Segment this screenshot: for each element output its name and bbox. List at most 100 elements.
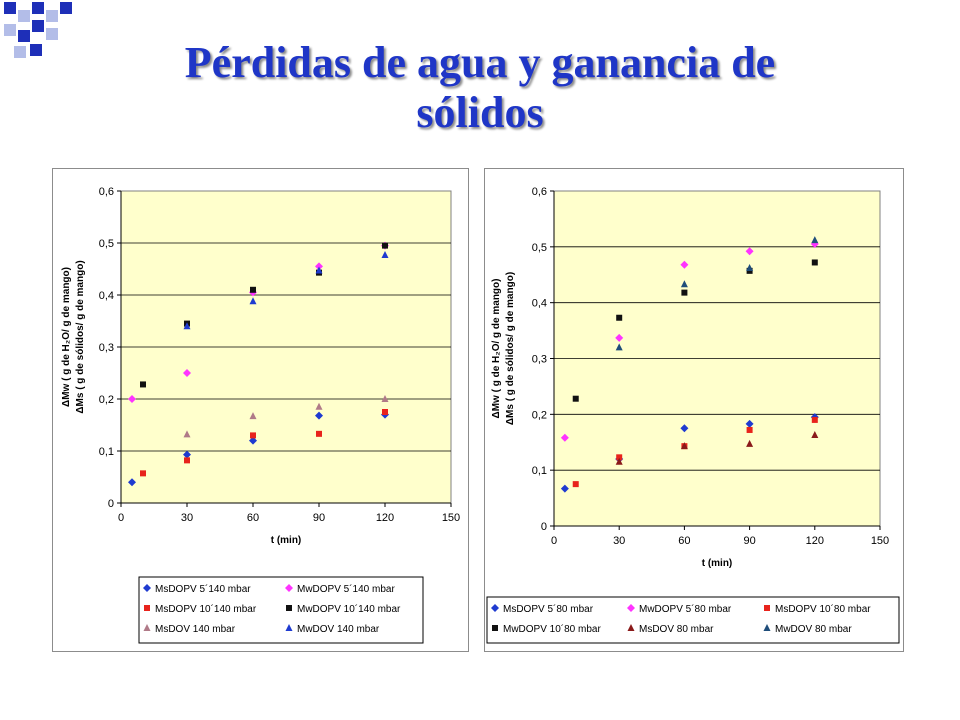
- data-point: [680, 280, 688, 288]
- y-tick-label: 0: [541, 521, 547, 533]
- chart-svg: 0 0,1 0,2 0,3 0,4 0,5 0,6 0 30 60 90 120 150 t (min) Δ…: [61, 186, 460, 644]
- data-point: [746, 264, 754, 272]
- data-point: [250, 286, 256, 293]
- legend-marker: [143, 584, 151, 592]
- legend-marker: [763, 624, 771, 631]
- legend-label: MwDOV 80 mbar: [775, 624, 852, 635]
- series-2: [560, 240, 819, 442]
- legend-entry: MsDOPV 10´140 mbar: [144, 603, 257, 615]
- series-5: [183, 395, 389, 438]
- data-point: [140, 381, 146, 388]
- legend-label: MsDOPV 10´80 mbar: [775, 603, 871, 615]
- legend-label: MsDOV 80 mbar: [639, 624, 714, 635]
- data-point: [615, 343, 623, 351]
- data-point: [681, 289, 688, 296]
- data-point: [745, 247, 754, 256]
- decoration-square: [46, 10, 58, 22]
- x-tick-label: 120: [806, 535, 824, 547]
- series-3: [140, 409, 388, 477]
- y-tick-label: 0,6: [532, 186, 547, 198]
- data-point: [746, 439, 754, 447]
- data-point: [680, 424, 689, 433]
- legend-label: MwDOPV 5´80 mbar: [639, 603, 732, 615]
- slide-title: Pérdidas de agua y ganancia de sólidos: [40, 38, 920, 138]
- decoration-square: [32, 20, 44, 32]
- x-tick-label: 60: [247, 512, 259, 524]
- data-point: [572, 481, 579, 488]
- x-tick-label: 150: [442, 512, 460, 524]
- decoration-square: [46, 28, 58, 40]
- data-point: [810, 240, 819, 249]
- legend-entry: MwDOV 140 mbar: [285, 624, 380, 635]
- data-point: [184, 457, 190, 464]
- data-point: [140, 470, 146, 477]
- x-tick-label: 90: [313, 512, 325, 524]
- data-point: [249, 297, 257, 305]
- series-5: [615, 430, 819, 465]
- series-6: [183, 250, 389, 330]
- data-point: [381, 250, 389, 258]
- y-axis-label: ΔMs ( g de sólidos/ g de mango): [75, 260, 86, 413]
- legend-marker: [764, 605, 770, 611]
- data-point: [616, 454, 623, 461]
- legend-label: MsDOPV 5´140 mbar: [155, 583, 251, 595]
- data-point: [316, 430, 322, 437]
- decoration-square: [18, 30, 30, 42]
- legend-entry: MsDOV 140 mbar: [143, 624, 236, 635]
- data-point: [572, 395, 579, 402]
- data-point: [183, 430, 191, 438]
- y-axis-label: ΔMw ( g de H₂O/ g de mango): [491, 279, 502, 419]
- x-tick-label: 0: [118, 512, 124, 524]
- data-point: [381, 395, 389, 402]
- legend-entry: MsDOPV 5´140 mbar: [143, 583, 251, 595]
- title-line-2: sólidos: [416, 88, 544, 137]
- data-point: [811, 430, 819, 438]
- x-tick-label: 60: [678, 535, 690, 547]
- legend-box: [138, 576, 424, 644]
- y-tick-label: 0,4: [99, 290, 114, 302]
- y-axis-label: ΔMw ( g de H₂O/ g de mango): [61, 267, 72, 407]
- data-point: [183, 322, 191, 330]
- chart-left: 0 0,1 0,2 0,3 0,4 0,5 0,6 0 30 60 90 120 150 t (min) Δ…: [52, 168, 469, 652]
- data-point: [128, 478, 136, 487]
- data-point: [249, 436, 257, 445]
- legend-label: MsDOV 140 mbar: [155, 624, 236, 635]
- legend-marker: [143, 624, 151, 631]
- legend-label: MwDOPV 5´140 mbar: [297, 583, 395, 595]
- legend-label: MsDOPV 5´80 mbar: [503, 603, 594, 615]
- y-tick-label: 0,3: [532, 354, 547, 366]
- legend-entry: MwDOPV 5´140 mbar: [285, 583, 395, 595]
- data-point: [382, 409, 388, 415]
- data-point: [811, 416, 818, 423]
- data-point: [745, 419, 754, 428]
- y-tick-label: 0,2: [532, 409, 547, 421]
- decoration-square: [14, 46, 26, 58]
- data-point: [680, 260, 689, 269]
- decoration-square: [32, 2, 44, 14]
- corner-decoration: [0, 0, 80, 60]
- data-point: [746, 426, 753, 433]
- x-tick-label: 150: [871, 535, 889, 547]
- data-point: [250, 432, 256, 439]
- series-6: [615, 236, 819, 351]
- legend-entry: MsDOPV 5´80 mbar: [491, 603, 594, 615]
- legend-marker: [627, 624, 635, 631]
- y-axis-label: ΔMs ( g de sólidos/ g de mango): [505, 272, 516, 425]
- y-tick-label: 0,6: [99, 186, 114, 198]
- x-axis-label: t (min): [271, 535, 302, 546]
- legend-marker: [286, 605, 292, 611]
- x-tick-label: 90: [743, 535, 755, 547]
- legend-marker: [492, 625, 498, 631]
- legend-entry: MwDOV 80 mbar: [763, 624, 852, 635]
- title-line-1: Pérdidas de agua y ganancia de: [184, 38, 776, 87]
- y-tick-label: 0,5: [532, 242, 547, 254]
- y-tick-label: 0,3: [99, 342, 114, 354]
- legend-label: MwDOPV 10´140 mbar: [297, 603, 401, 615]
- legend-entry: MwDOPV 10´80 mbar: [492, 623, 601, 635]
- y-tick-label: 0,5: [99, 238, 114, 250]
- legend-entry: MwDOPV 5´80 mbar: [627, 603, 732, 615]
- legend-label: MwDOPV 10´80 mbar: [503, 623, 601, 635]
- y-tick-label: 0,1: [99, 446, 114, 458]
- data-point: [183, 369, 191, 377]
- data-point: [615, 457, 623, 465]
